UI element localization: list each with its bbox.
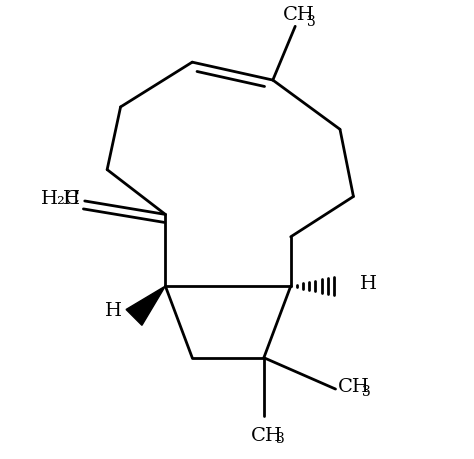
- Text: H: H: [105, 302, 122, 319]
- Polygon shape: [126, 286, 165, 325]
- Text: CH: CH: [283, 6, 315, 24]
- Text: CH: CH: [251, 427, 283, 445]
- Text: 3: 3: [276, 432, 285, 447]
- Text: CH: CH: [338, 378, 370, 396]
- Text: H₂C: H₂C: [40, 190, 80, 208]
- Text: H: H: [360, 275, 377, 293]
- Text: 3: 3: [307, 16, 316, 29]
- Text: H: H: [63, 190, 80, 208]
- Text: 3: 3: [363, 385, 371, 399]
